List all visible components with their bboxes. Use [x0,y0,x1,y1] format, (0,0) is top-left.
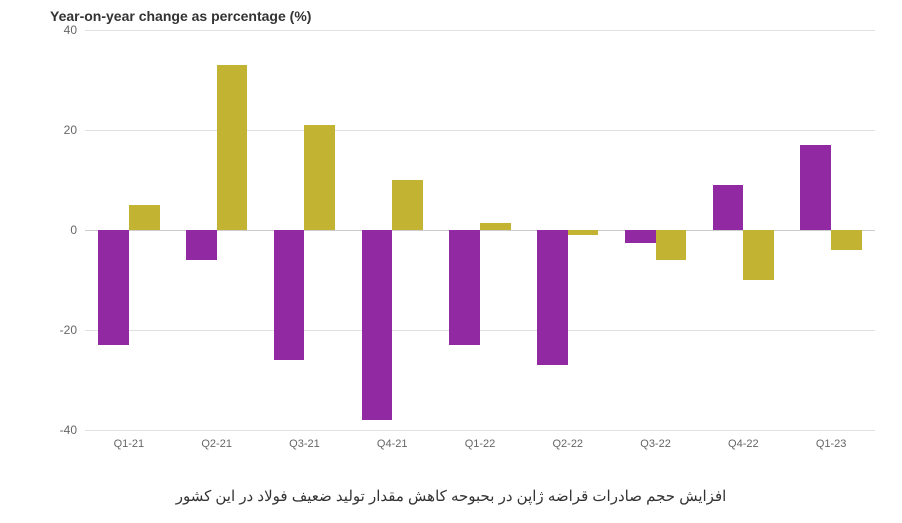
bar-series-1 [713,185,744,230]
bar-series-1 [186,230,217,260]
x-axis-tick-label: Q3-22 [640,438,671,450]
y-axis-tick-label: 20 [47,123,77,137]
caption-text: افزایش حجم صادرات قراضه ژاپن در بحبوحه ک… [0,487,902,505]
bar-series-2 [392,180,423,230]
bar-series-2 [217,65,248,230]
x-axis-tick-label: Q1-23 [816,438,847,450]
bar-series-1 [362,230,393,420]
bar-series-1 [625,230,656,243]
bar-series-1 [449,230,480,345]
y-axis-tick-label: 0 [47,223,77,237]
gridline [85,30,875,31]
bar-series-2 [568,230,599,235]
gridline [85,130,875,131]
y-axis-tick-label: -40 [47,423,77,437]
bar-series-2 [129,205,160,230]
bar-series-1 [537,230,568,365]
x-axis-tick-label: Q3-21 [289,438,320,450]
bar-series-2 [480,223,511,231]
bar-series-1 [274,230,305,360]
bar-series-1 [800,145,831,230]
x-axis-tick-label: Q2-21 [201,438,232,450]
bar-series-2 [831,230,862,250]
x-axis-tick-label: Q2-22 [552,438,583,450]
gridline [85,430,875,431]
bar-series-1 [98,230,129,345]
plot-area: -40-2002040Q1-21Q2-21Q3-21Q4-21Q1-22Q2-2… [85,30,875,430]
y-axis-tick-label: 40 [47,23,77,37]
x-axis-tick-label: Q4-21 [377,438,408,450]
bar-series-2 [304,125,335,230]
bar-series-2 [743,230,774,280]
bar-series-2 [656,230,687,260]
y-axis-tick-label: -20 [47,323,77,337]
x-axis-tick-label: Q4-22 [728,438,759,450]
chart-title: Year-on-year change as percentage (%) [50,8,311,24]
x-axis-tick-label: Q1-22 [465,438,496,450]
gridline [85,330,875,331]
x-axis-tick-label: Q1-21 [114,438,145,450]
